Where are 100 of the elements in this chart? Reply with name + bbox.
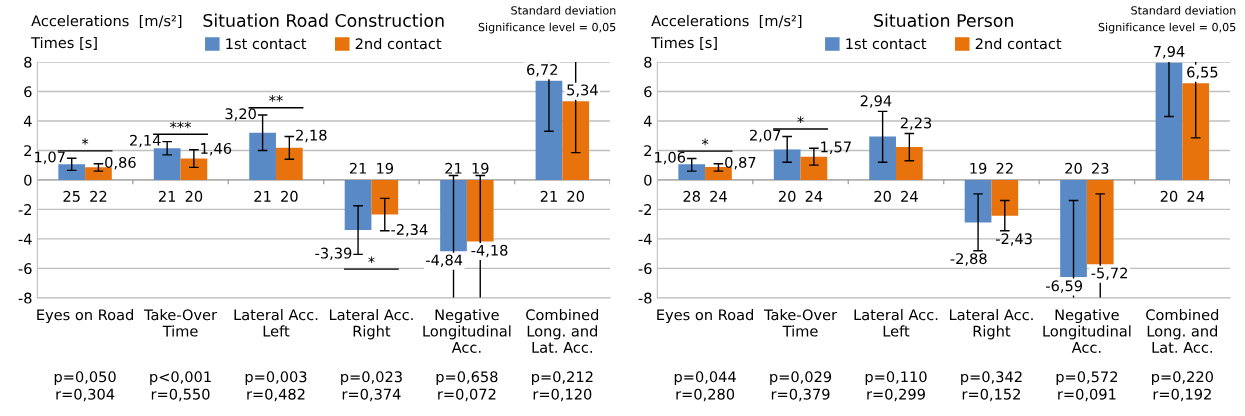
bar bbox=[1182, 83, 1210, 180]
data-label: -6,59 bbox=[1046, 280, 1083, 293]
y-tick-label: 8 bbox=[644, 56, 652, 68]
text: p=0,212 r=0,120 bbox=[532, 371, 593, 402]
x-tick-label: Negative Longitudinal Acc. bbox=[1043, 308, 1131, 353]
data-label: -3,39 bbox=[315, 247, 352, 261]
text: p=0,572 r=0,091 bbox=[1056, 371, 1118, 402]
annotation: 21 bbox=[540, 190, 557, 202]
y-tick-label: 8 bbox=[24, 56, 32, 68]
text: p=0,342 r=0,152 bbox=[961, 371, 1022, 402]
y-tick-label: 0 bbox=[644, 174, 652, 186]
x-tick-label: Lateral Acc. Left bbox=[234, 308, 318, 337]
legend-label: 1st contact bbox=[226, 38, 307, 50]
bar bbox=[991, 179, 1019, 216]
annotation: 20 bbox=[281, 190, 298, 202]
annotation: 25 bbox=[63, 190, 80, 202]
data-label: 5,34 bbox=[567, 84, 598, 97]
x-tick-label: Lateral Acc. Left bbox=[854, 308, 938, 337]
annotation: 24 bbox=[901, 190, 918, 202]
annotation: * bbox=[701, 138, 709, 146]
annotation: ** bbox=[269, 94, 283, 102]
annotation: 21 bbox=[349, 162, 366, 174]
bar bbox=[249, 132, 276, 180]
data-label: -2,88 bbox=[950, 253, 987, 266]
bar bbox=[895, 147, 923, 180]
x-tick-label: Take-Over Time bbox=[143, 308, 218, 337]
annotation: 20 bbox=[874, 190, 891, 202]
text: p=0,003 r=0,482 bbox=[245, 371, 307, 402]
annotation: * bbox=[81, 138, 89, 145]
bar bbox=[964, 179, 992, 223]
text: p=0,029 r=0,379 bbox=[770, 371, 832, 402]
annotation: 23 bbox=[1092, 162, 1109, 174]
data-label: 1,57 bbox=[821, 141, 851, 154]
x-tick-label: Combined Long. and Lat. Acc. bbox=[526, 308, 599, 353]
annotation: 20 bbox=[1065, 162, 1082, 174]
bar bbox=[869, 136, 896, 180]
annotation: 19 bbox=[472, 162, 489, 174]
y-tick-label: 4 bbox=[643, 115, 652, 127]
annotation: 19 bbox=[970, 162, 987, 174]
data-label: 2,07 bbox=[750, 129, 781, 143]
data-label: 0,86 bbox=[105, 156, 136, 170]
text: p=0,110 r=0,299 bbox=[865, 371, 927, 402]
annotation: *** bbox=[170, 121, 192, 129]
y-tick-label: -8 bbox=[18, 292, 32, 304]
y-tick-label: -8 bbox=[638, 292, 652, 304]
annotation: 28 bbox=[683, 190, 700, 202]
bar bbox=[1060, 179, 1087, 278]
data-label: 2,94 bbox=[860, 95, 892, 108]
text: Standard deviation Significance level = 0,05 bbox=[1098, 6, 1236, 34]
text: p=0,023 r=0,374 bbox=[341, 371, 402, 402]
chart-title: Situation Road Construction bbox=[203, 13, 444, 28]
bar bbox=[275, 147, 303, 180]
y-tick-label: 2 bbox=[24, 145, 32, 156]
data-label: 2,14 bbox=[130, 134, 161, 148]
x-tick-label: Lateral Acc. Right bbox=[329, 308, 413, 340]
annotation: * bbox=[797, 116, 804, 124]
data-label: 1,06 bbox=[655, 151, 686, 165]
x-tick-label: Lateral Acc. Right bbox=[949, 308, 1033, 340]
bar bbox=[678, 164, 706, 180]
text: p=0,044 r=0,280 bbox=[674, 371, 736, 402]
bar bbox=[344, 179, 372, 230]
y-tick-label: 2 bbox=[644, 145, 652, 156]
data-label: 1,07 bbox=[35, 151, 65, 164]
data-label: -5,72 bbox=[1091, 267, 1127, 280]
y-tick-label: -4 bbox=[638, 233, 652, 245]
annotation: 20 bbox=[778, 190, 796, 202]
annotation: 24 bbox=[805, 190, 823, 202]
data-label: 1,46 bbox=[201, 142, 232, 156]
bar bbox=[535, 80, 563, 180]
annotation: 19 bbox=[377, 162, 394, 174]
annotation: 24 bbox=[1187, 190, 1205, 202]
annotation: 22 bbox=[996, 162, 1013, 174]
annotation: 20 bbox=[185, 190, 203, 202]
annotation: 24 bbox=[710, 190, 727, 202]
data-label: -2,43 bbox=[995, 233, 1032, 246]
bar bbox=[773, 149, 801, 180]
y-tick-label: -6 bbox=[18, 263, 32, 275]
text: p=0,050 r=0,304 bbox=[54, 371, 116, 402]
bar bbox=[800, 156, 828, 180]
text: p=0,220 r=0,192 bbox=[1152, 371, 1213, 402]
data-label: 7,94 bbox=[1153, 45, 1185, 59]
text: p=0,658 r=0,072 bbox=[436, 371, 498, 402]
x-tick-label: Take-Over Time bbox=[763, 308, 838, 337]
annotation: 21 bbox=[254, 190, 271, 202]
chart-title: Situation Person bbox=[874, 13, 1013, 28]
bar bbox=[1086, 179, 1114, 265]
bar bbox=[180, 158, 208, 180]
y-tick-label: 4 bbox=[23, 115, 32, 127]
legend-label: 1st contact bbox=[846, 38, 927, 50]
bar bbox=[58, 164, 86, 180]
bar bbox=[1155, 62, 1183, 180]
y-tick-label: -2 bbox=[18, 204, 32, 215]
bar bbox=[371, 179, 399, 215]
annotation: 21 bbox=[158, 190, 176, 202]
annotation: 21 bbox=[445, 162, 462, 174]
annotation: 20 bbox=[567, 190, 584, 202]
bar bbox=[466, 179, 494, 242]
bar bbox=[153, 148, 181, 180]
data-label: -2,34 bbox=[391, 223, 428, 237]
data-label: -4,18 bbox=[471, 244, 508, 258]
